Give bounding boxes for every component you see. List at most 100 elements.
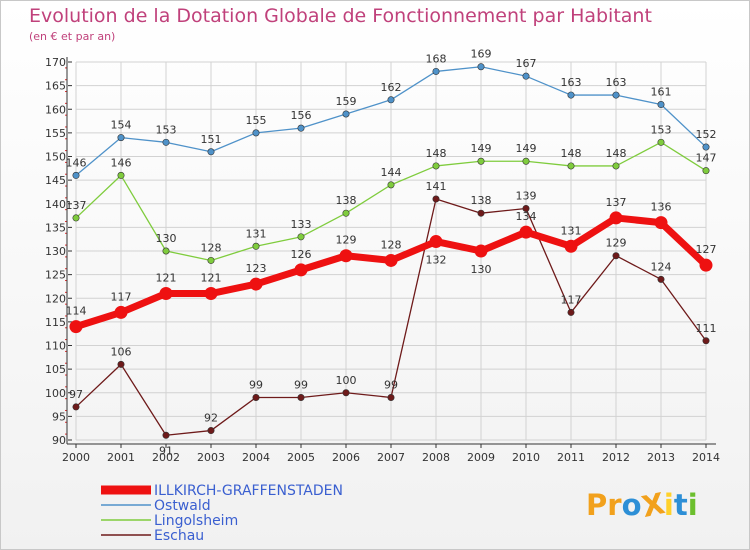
data-label-ostwald: 167 xyxy=(516,57,537,70)
data-label-illkirch-graffenstaden: 134 xyxy=(516,210,537,223)
axes: 90 95 100 105 110 115 120 125 130 135 140 145 150 155… xyxy=(45,56,720,464)
logo-letter: r xyxy=(607,488,622,522)
data-point-eschau xyxy=(522,204,530,212)
data-point-ostwald xyxy=(162,138,170,146)
data-point-eschau xyxy=(252,393,260,401)
data-point-ostwald xyxy=(612,91,620,99)
data-point-illkirch-graffenstaden xyxy=(699,258,713,272)
data-label-eschau: 91 xyxy=(159,444,173,457)
chart-title: Evolution de la Dotation Globale de Fonc… xyxy=(29,5,652,27)
data-label-lingolsheim: 148 xyxy=(561,147,582,160)
data-point-eschau xyxy=(657,275,665,283)
data-label-lingolsheim: 128 xyxy=(201,241,222,254)
x-tick-label: 2010 xyxy=(512,451,540,464)
x-tick-label: 2005 xyxy=(287,451,315,464)
logo-letter: P xyxy=(586,488,608,522)
data-point-eschau xyxy=(117,360,125,368)
data-label-illkirch-graffenstaden: 128 xyxy=(381,238,402,251)
data-label-lingolsheim: 149 xyxy=(516,142,537,155)
data-point-eschau xyxy=(342,389,350,397)
data-label-illkirch-graffenstaden: 117 xyxy=(111,290,132,303)
data-point-illkirch-graffenstaden xyxy=(654,216,668,230)
x-tick-label: 2012 xyxy=(602,451,630,464)
y-tick-label: 140 xyxy=(45,198,66,211)
y-tick-label: 155 xyxy=(45,127,66,140)
data-label-eschau: 124 xyxy=(651,260,672,273)
y-tick-label: 95 xyxy=(52,410,66,423)
data-point-illkirch-graffenstaden xyxy=(474,244,488,258)
y-tick-label: 145 xyxy=(45,174,66,187)
legend-label-lingolsheim: Lingolsheim xyxy=(154,513,238,529)
data-label-eschau: 99 xyxy=(384,378,398,391)
data-label-ostwald: 153 xyxy=(156,123,177,136)
data-point-ostwald xyxy=(72,171,80,179)
data-label-eschau: 129 xyxy=(606,237,627,250)
data-point-eschau xyxy=(297,393,305,401)
data-label-ostwald: 156 xyxy=(291,109,312,122)
x-tick-label: 2004 xyxy=(242,451,270,464)
data-label-illkirch-graffenstaden: 129 xyxy=(336,234,357,247)
data-point-illkirch-graffenstaden xyxy=(114,305,128,319)
legend-label-illkirch-graffenstaden: ILLKIRCH-GRAFFENSTADEN xyxy=(154,483,343,499)
data-label-ostwald: 169 xyxy=(471,48,492,61)
data-point-illkirch-graffenstaden xyxy=(69,320,83,334)
data-point-lingolsheim xyxy=(477,157,485,165)
data-point-illkirch-graffenstaden xyxy=(159,287,173,301)
data-label-lingolsheim: 138 xyxy=(336,194,357,207)
x-tick-label: 2011 xyxy=(557,451,585,464)
legend-label-ostwald: Ostwald xyxy=(154,498,211,514)
y-tick-label: 125 xyxy=(45,269,66,282)
data-point-lingolsheim xyxy=(432,162,440,170)
data-label-lingolsheim: 131 xyxy=(246,227,267,240)
data-label-ostwald: 154 xyxy=(111,119,132,132)
data-label-eschau: 100 xyxy=(336,374,357,387)
y-tick-label: 105 xyxy=(45,363,66,376)
data-point-lingolsheim xyxy=(702,167,710,175)
data-point-illkirch-graffenstaden xyxy=(384,253,398,267)
data-point-lingolsheim xyxy=(117,171,125,179)
data-point-eschau xyxy=(162,431,170,439)
x-tick-label: 2014 xyxy=(692,451,720,464)
y-tick-label: 120 xyxy=(45,292,66,305)
data-label-lingolsheim: 153 xyxy=(651,123,672,136)
data-point-ostwald xyxy=(522,72,530,80)
data-label-illkirch-graffenstaden: 130 xyxy=(471,263,492,276)
data-point-illkirch-graffenstaden xyxy=(294,263,308,277)
x-tick-label: 2000 xyxy=(62,451,90,464)
data-point-lingolsheim xyxy=(342,209,350,217)
data-label-lingolsheim: 149 xyxy=(471,142,492,155)
data-point-lingolsheim xyxy=(387,181,395,189)
data-label-illkirch-graffenstaden: 121 xyxy=(156,272,177,285)
logo-letter: o xyxy=(621,488,642,522)
data-point-illkirch-graffenstaden xyxy=(339,249,353,263)
data-point-lingolsheim xyxy=(567,162,575,170)
data-point-illkirch-graffenstaden xyxy=(519,225,533,239)
y-tick-label: 160 xyxy=(45,103,66,116)
y-tick-label: 135 xyxy=(45,221,66,234)
data-point-lingolsheim xyxy=(522,157,530,165)
data-label-ostwald: 162 xyxy=(381,81,402,94)
legend-label-eschau: Eschau xyxy=(154,528,204,544)
data-point-lingolsheim xyxy=(612,162,620,170)
x-tick-label: 2008 xyxy=(422,451,450,464)
data-label-lingolsheim: 130 xyxy=(156,232,177,245)
x-tick-label: 2006 xyxy=(332,451,360,464)
data-point-eschau xyxy=(612,252,620,260)
data-point-eschau xyxy=(432,195,440,203)
x-tick-label: 2007 xyxy=(377,451,405,464)
data-label-eschau: 99 xyxy=(294,378,308,391)
chart-subtitle: (en € et par an) xyxy=(29,30,116,43)
data-label-lingolsheim: 133 xyxy=(291,218,312,231)
data-point-eschau xyxy=(477,209,485,217)
data-point-eschau xyxy=(207,427,215,435)
data-point-eschau xyxy=(387,393,395,401)
data-label-eschau: 97 xyxy=(69,388,83,401)
logo-letter: t xyxy=(673,488,688,522)
y-tick-label: 165 xyxy=(45,80,66,93)
data-label-ostwald: 152 xyxy=(696,128,717,141)
data-point-illkirch-graffenstaden xyxy=(609,211,623,225)
logo-letter: i xyxy=(663,488,674,522)
data-labels: 97 106 91 92 99 99 100 99 141 138 139 117 129 124 111 1… xyxy=(66,48,717,458)
data-point-lingolsheim xyxy=(207,256,215,264)
